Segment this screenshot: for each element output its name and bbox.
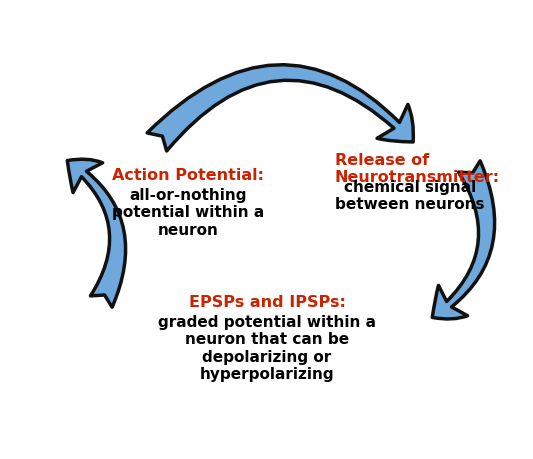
Text: Action Potential:: Action Potential: (112, 168, 264, 183)
Text: chemical signal
between neurons: chemical signal between neurons (335, 179, 484, 212)
Text: graded potential within a
neuron that can be
depolarizing or
hyperpolarizing: graded potential within a neuron that ca… (158, 314, 376, 381)
FancyArrowPatch shape (67, 160, 126, 308)
Text: all-or-nothing
potential within a
neuron: all-or-nothing potential within a neuron (112, 188, 264, 237)
Text: EPSPs and IPSPs:: EPSPs and IPSPs: (189, 294, 345, 309)
FancyArrowPatch shape (432, 162, 495, 319)
FancyArrowPatch shape (147, 66, 414, 151)
Text: Release of
Neurotransmitter:: Release of Neurotransmitter: (335, 153, 500, 185)
